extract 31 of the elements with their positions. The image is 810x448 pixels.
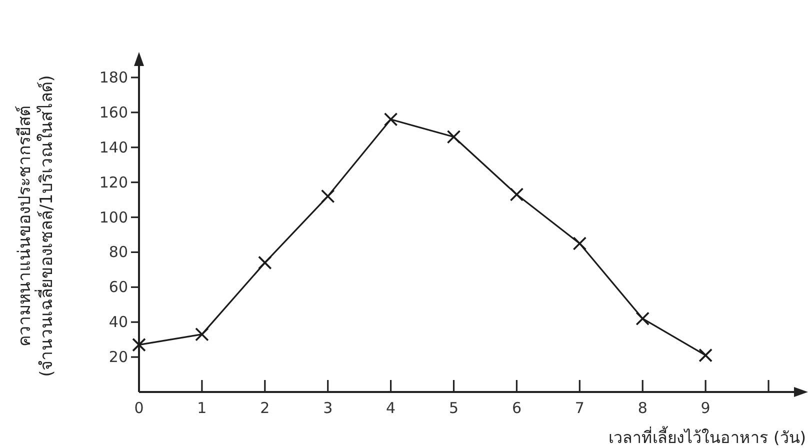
x-tick-label: 9 xyxy=(700,399,710,417)
x-tick-label: 7 xyxy=(574,399,584,417)
x-tick-label: 6 xyxy=(512,399,522,417)
x-tick-label: 0 xyxy=(134,399,144,417)
x-tick-label: 5 xyxy=(448,399,459,417)
x-axis-title: เวลาที่เลี้ยงไว้ในอาหาร (วัน) xyxy=(608,426,806,447)
point xyxy=(510,188,524,202)
point xyxy=(258,256,272,270)
point xyxy=(132,338,146,352)
x-tick-label: 4 xyxy=(386,399,396,417)
point xyxy=(195,327,209,342)
point xyxy=(636,312,650,326)
y-axis-title: ความหนาแน่นของประชากรยีสต์ (จำนวนเฉลี่ยของเซลล์/1บริเวณในสไลด์) xyxy=(15,75,57,377)
point xyxy=(320,189,335,204)
point xyxy=(446,130,461,144)
y-tick-label: 20 xyxy=(108,348,128,366)
y-tick-label: 180 xyxy=(99,68,128,86)
y-tick-label: 80 xyxy=(108,243,128,262)
point xyxy=(384,112,398,126)
point xyxy=(572,236,587,250)
x-tick-label: 8 xyxy=(638,399,648,417)
point xyxy=(698,348,712,362)
y-tick-label: 40 xyxy=(108,313,128,332)
y-tick-label: 60 xyxy=(108,278,128,296)
y-tick-label: 100 xyxy=(99,208,128,226)
y-tick-label: 140 xyxy=(99,138,128,156)
x-tick-label: 2 xyxy=(260,399,270,417)
y-tick-label: 160 xyxy=(99,103,128,122)
x-tick-label: 1 xyxy=(197,399,207,417)
x-tick-label: 3 xyxy=(323,399,333,417)
y-tick-label: 120 xyxy=(99,173,128,192)
